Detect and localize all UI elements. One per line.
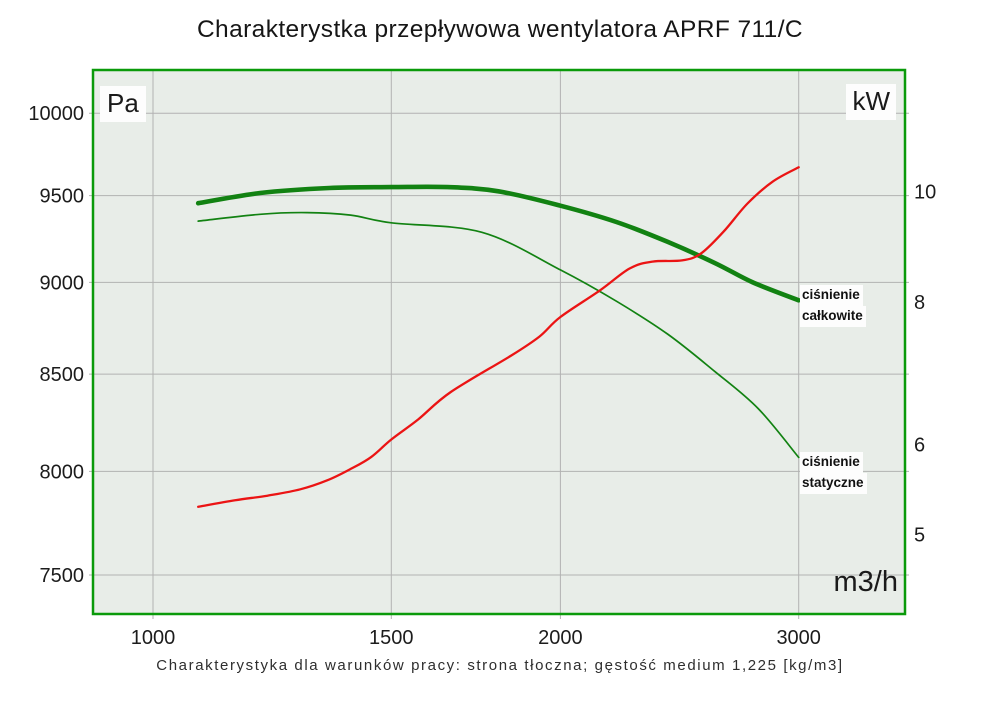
y-left-tick-label: 9500 <box>40 186 85 208</box>
y-left-tick-label: 8000 <box>40 461 85 483</box>
y-right-tick-label: 8 <box>914 292 925 314</box>
total-pressure-label-line1: ciśnienie <box>800 285 863 306</box>
total-pressure-curve-label: ciśnienie całkowite <box>800 285 866 327</box>
static-pressure-label-line2: statyczne <box>800 473 867 494</box>
chart-title: Charakterystka przepływowa wentylatora A… <box>196 16 804 43</box>
left-axis-unit-label: Pa <box>100 86 146 122</box>
x-tick-label: 1000 <box>131 627 176 649</box>
y-left-tick-label: 7500 <box>40 565 85 587</box>
x-tick-label: 3000 <box>776 627 821 649</box>
curve-static-pressure <box>197 211 800 459</box>
y-left-tick-label: 9000 <box>40 272 85 294</box>
x-tick-label: 2000 <box>538 627 583 649</box>
x-axis-unit-label: m3/h <box>833 566 898 598</box>
curve-total-pressure <box>195 184 801 303</box>
right-axis-unit-label: kW <box>846 84 896 120</box>
static-pressure-label-line1: ciśnienie <box>800 452 863 473</box>
plot-border <box>91 68 907 616</box>
y-left-tick-label: 10000 <box>28 103 84 125</box>
y-right-tick-label: 10 <box>914 182 936 204</box>
y-right-tick-label: 6 <box>914 434 925 456</box>
static-pressure-curve-label: ciśnienie statyczne <box>800 452 867 494</box>
plot-background <box>93 70 905 614</box>
x-tick-label: 1500 <box>369 627 414 649</box>
total-pressure-label-line2: całkowite <box>800 306 866 327</box>
curve-power <box>197 166 800 508</box>
chart-footnote: Charakterystyka dla warunków pracy: stro… <box>156 657 844 674</box>
y-left-tick-label: 8500 <box>40 364 85 386</box>
y-right-tick-label: 5 <box>914 525 925 547</box>
